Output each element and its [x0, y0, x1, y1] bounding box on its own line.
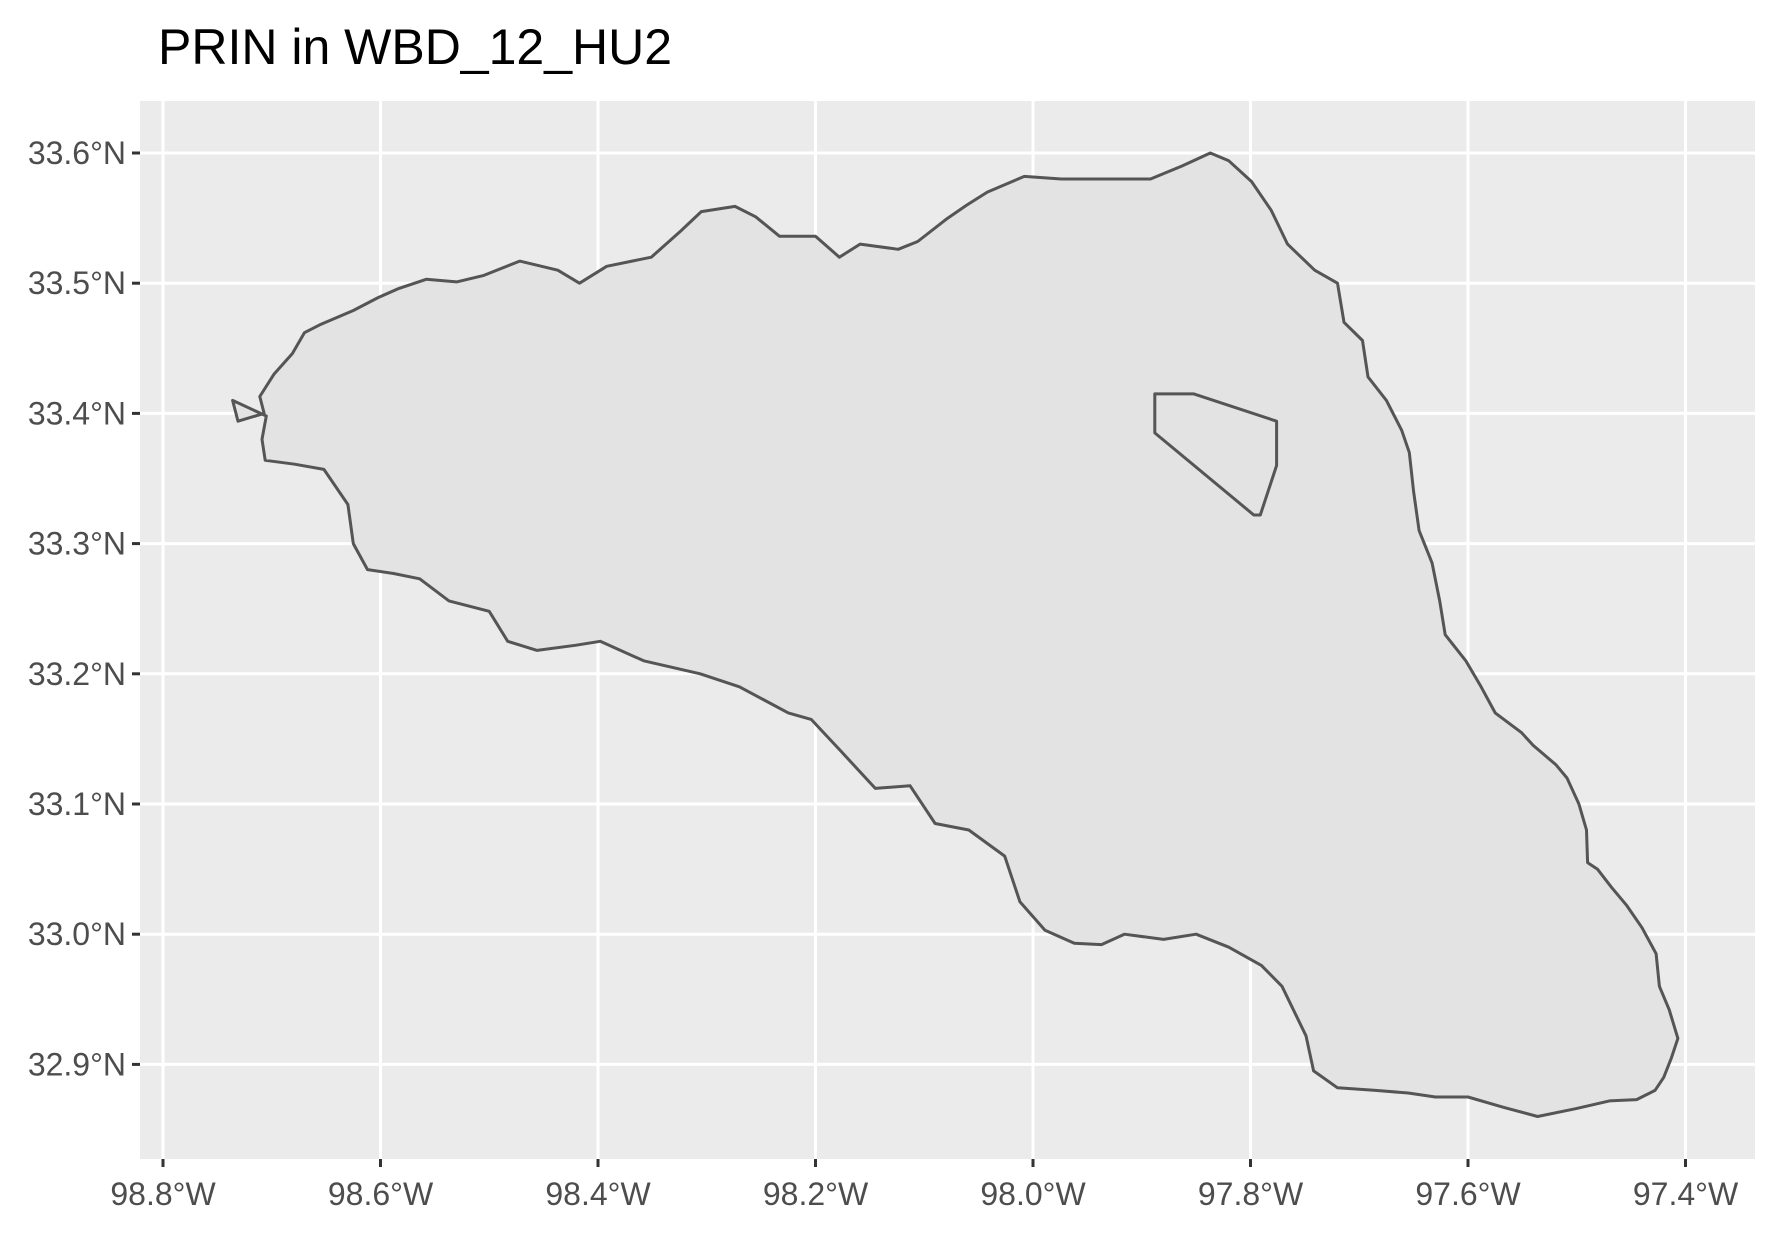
map-title: PRIN in WBD_12_HU2: [158, 19, 673, 75]
x-tick-label: 98.0°W: [980, 1176, 1086, 1212]
y-tick-label: 33.1°N: [28, 786, 126, 822]
x-tick-label: 98.2°W: [763, 1176, 869, 1212]
x-tick-label: 97.8°W: [1198, 1176, 1304, 1212]
y-tick-label: 33.6°N: [28, 135, 126, 171]
inner-polygon: [1153, 392, 1279, 517]
watershed-layer: [231, 151, 1680, 1118]
y-tick-label: 33.3°N: [28, 526, 126, 562]
y-tick-label: 33.5°N: [28, 265, 126, 301]
x-tick-label: 98.6°W: [328, 1176, 434, 1212]
x-tick-label: 98.8°W: [110, 1176, 216, 1212]
y-tick-label: 33.2°N: [28, 656, 126, 692]
watershed-polygon: [231, 151, 1680, 1118]
y-tick-label: 33.0°N: [28, 916, 126, 952]
y-tick-label: 33.4°N: [28, 395, 126, 431]
x-tick-label: 97.6°W: [1415, 1176, 1521, 1212]
x-tick-label: 97.4°W: [1633, 1176, 1739, 1212]
axes: 98.8°W 98.6°W 98.4°W 98.2°W 98.0°W 97.8°W 97.6…: [28, 135, 1739, 1212]
x-tick-label: 98.4°W: [545, 1176, 651, 1212]
y-tick-label: 32.9°N: [28, 1046, 126, 1082]
